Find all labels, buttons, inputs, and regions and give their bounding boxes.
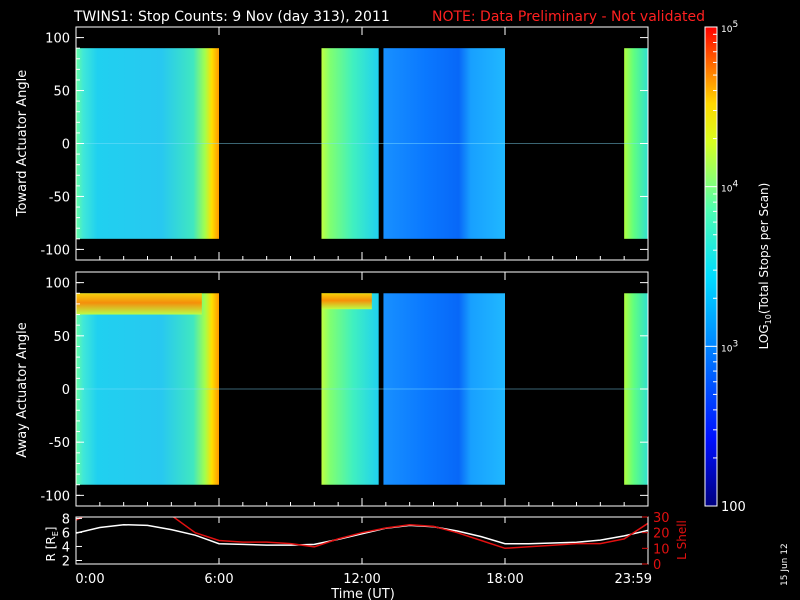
chart-title: TWINS1: Stop Counts: 9 Nov (day 313), 20…: [73, 9, 390, 25]
y-tick-label: -100: [40, 243, 70, 258]
time-tick-label: 0:00: [75, 572, 104, 587]
time-tick-label: 18:00: [486, 572, 523, 587]
colorbar: 105 104 103 100 LOG10(Total Stops per Scan): [704, 20, 773, 515]
colorbar-tick-label: 104: [721, 180, 738, 195]
data-block-0-3: [624, 48, 648, 239]
lshell-axis-label: L Shell: [675, 520, 689, 560]
colorbar-tick-label: 103: [721, 339, 738, 354]
colorbar-tick-label: 100: [721, 500, 746, 515]
data-block-0-0: [76, 48, 219, 239]
high-count-band-1-0: [76, 293, 202, 315]
x-axis-label: Time (UT): [330, 587, 395, 600]
r-tick-label: 2: [62, 554, 70, 569]
data-block-1-3: [624, 293, 648, 485]
data-block-1-0: [76, 293, 219, 485]
toward-axis-label: Toward Actuator Angle: [15, 70, 30, 217]
away-heatmap-panel: 100 50 0 -50 -100: [40, 271, 649, 507]
data-block-1-2: [383, 293, 505, 485]
lshell-tick-label: 20: [653, 527, 670, 542]
y-tick-label: 0: [62, 383, 70, 398]
radius-line: [76, 523, 648, 546]
lshell-line: [76, 517, 648, 550]
ephemeris-background: [76, 517, 648, 564]
high-count-band-1-1: [321, 293, 372, 310]
lshell-tick-label: 0: [653, 558, 661, 573]
time-tick-label: 12:00: [343, 572, 380, 587]
radius-axis-label: R [RE]: [44, 527, 60, 562]
data-block-1-1: [321, 293, 379, 485]
y-tick-label: 50: [53, 85, 70, 100]
data-block-0-2: [383, 48, 505, 239]
y-tick-label: 50: [53, 330, 70, 345]
y-tick-label: -100: [40, 489, 70, 504]
y-tick-label: -50: [49, 436, 70, 451]
data-block-0-1: [321, 48, 379, 239]
away-axis-label: Away Actuator Angle: [15, 322, 30, 457]
r-tick-label: 4: [62, 540, 70, 555]
preliminary-note: NOTE: Data Preliminary - Not validated: [432, 9, 705, 25]
r-tick-label: 6: [62, 526, 70, 541]
y-tick-label: 100: [45, 32, 70, 47]
r-tick-label: 8: [62, 512, 70, 527]
lshell-tick-label: 30: [653, 511, 670, 526]
lshell-tick-label: 10: [653, 542, 670, 557]
plot-date: 15 Jun 12: [780, 543, 790, 586]
colorbar-label: LOG10(Total Stops per Scan): [757, 183, 773, 350]
colorbar-scale: [705, 27, 717, 506]
toward-heatmap-panel: 100 50 0 -50 -100: [40, 26, 649, 261]
y-tick-label: 0: [62, 138, 70, 153]
colorbar-tick-label: 105: [721, 20, 738, 35]
y-tick-label: -50: [49, 190, 70, 205]
y-tick-label: 100: [45, 277, 70, 292]
time-tick-label: 6:00: [204, 572, 233, 587]
time-tick-label: 23:59: [615, 572, 652, 587]
